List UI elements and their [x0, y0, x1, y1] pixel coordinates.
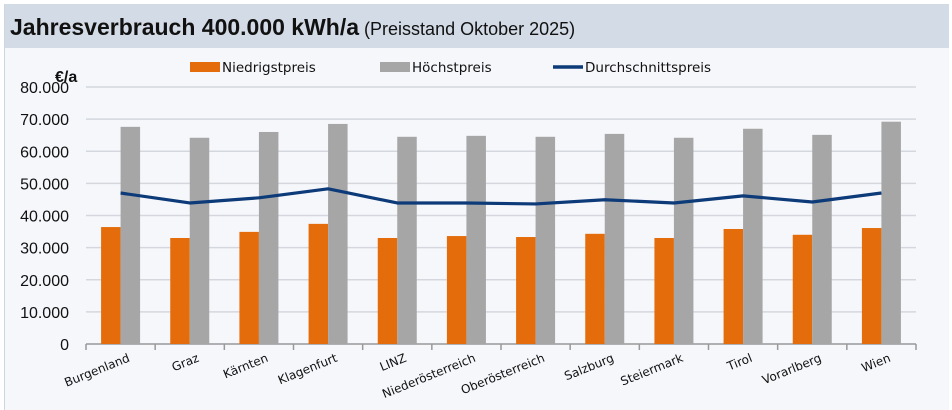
y-tick-label: 60.000 [20, 144, 69, 161]
bar-niedrigstpreis [101, 227, 121, 344]
legend-swatch-niedrigstpreis [190, 62, 220, 72]
bar-hoechstpreis [120, 126, 141, 345]
bar-hoechstpreis [189, 137, 210, 344]
subtitle-text: (Preisstand Oktober 2025) [364, 19, 576, 39]
legend-label: Niedrigstpreis [222, 60, 316, 76]
chart-frame: Jahresverbrauch 400.000 kWh/a (Preisstand… [4, 4, 949, 410]
x-category-label: Vorarlberg [760, 351, 823, 387]
bar-hoechstpreis [673, 137, 694, 344]
x-category-label: Wien [860, 351, 893, 375]
chart-title: Jahresverbrauch 400.000 kWh/a (Preisstand… [10, 14, 575, 41]
bar-niedrigstpreis [170, 237, 190, 344]
x-category-label: Steiermark [619, 351, 686, 389]
y-tick-label: 80.000 [20, 80, 69, 97]
bar-hoechstpreis [466, 135, 486, 344]
y-tick-label: 50.000 [20, 176, 69, 193]
y-tick-label: 30.000 [20, 241, 69, 258]
bar-niedrigstpreis [446, 236, 467, 344]
bar-niedrigstpreis [861, 228, 882, 344]
x-category-label: Kärnten [221, 351, 270, 382]
x-category-label: LINZ [378, 351, 409, 374]
bar-hoechstpreis [258, 131, 279, 344]
bar-hoechstpreis [397, 136, 417, 344]
y-tick-label: 70.000 [20, 112, 69, 129]
bar-niedrigstpreis [377, 237, 398, 344]
title-text: Jahresverbrauch 400.000 kWh/a [10, 14, 360, 40]
bar-hoechstpreis [604, 133, 625, 344]
x-category-label: Graz [170, 351, 201, 374]
bar-niedrigstpreis [516, 237, 536, 344]
bar-hoechstpreis [743, 128, 763, 344]
bar-niedrigstpreis [654, 237, 674, 344]
bar-hoechstpreis [328, 123, 348, 344]
bar-niedrigstpreis [585, 233, 605, 344]
legend-label: Durchschnittspreis [585, 60, 711, 76]
bar-niedrigstpreis [308, 223, 329, 344]
y-tick-label: 40.000 [20, 209, 69, 226]
x-category-label: Tirol [724, 351, 754, 374]
legend-label: Höchstpreis [412, 60, 492, 76]
y-tick-label: 10.000 [20, 305, 69, 322]
line-durchschnittspreis [120, 187, 882, 206]
x-category-label: Salzburg [562, 351, 616, 384]
legend-swatch-hoechstpreis [380, 62, 410, 72]
bar-niedrigstpreis [723, 228, 744, 344]
y-tick-label: 20.000 [20, 273, 69, 290]
x-category-label: Klagenfurt [276, 351, 340, 388]
bar-niedrigstpreis [239, 231, 259, 344]
bar-hoechstpreis [812, 134, 832, 344]
y-tick-label: 0 [60, 337, 69, 354]
chart-svg: 0 10.000 20.000 30.000 40.000 50.000 60.000 70.… [20, 60, 917, 401]
bar-hoechstpreis [535, 136, 556, 344]
title-bar: Jahresverbrauch 400.000 kWh/a (Preisstand… [5, 4, 949, 48]
y-axis-label: €/a [55, 69, 77, 86]
bar-hoechstpreis [881, 121, 901, 344]
x-category-label: Burgenland [62, 351, 131, 390]
bar-niedrigstpreis [792, 234, 813, 344]
